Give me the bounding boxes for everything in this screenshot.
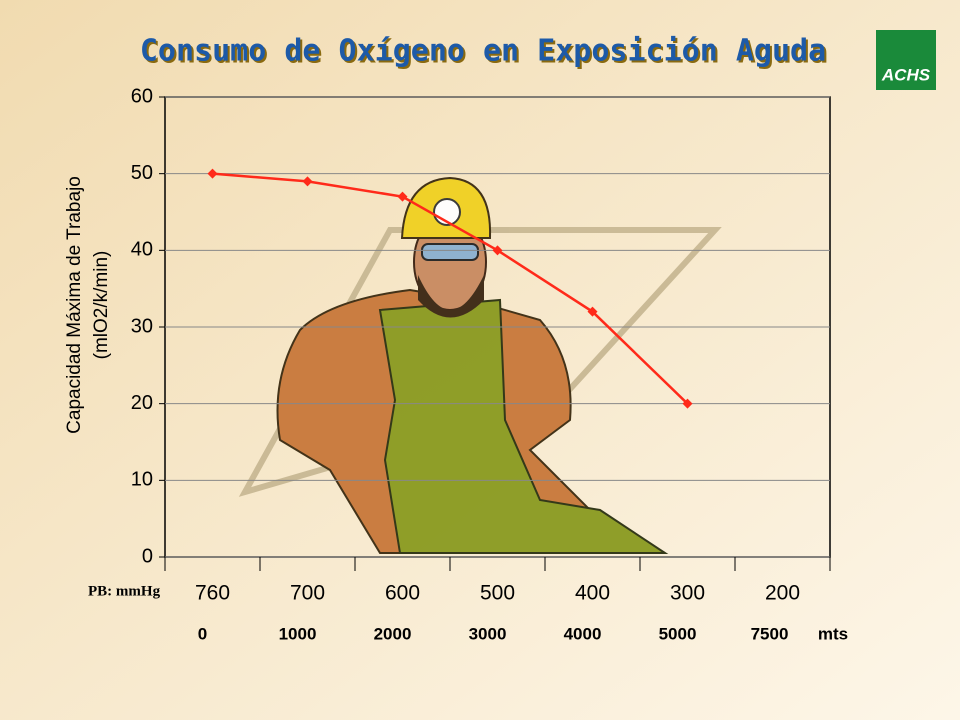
altitude-label: 4000 (564, 624, 602, 643)
logo: ACHS (876, 30, 936, 90)
x-tick-label: 300 (670, 582, 705, 605)
y-tick-label: 40 (131, 239, 153, 261)
altitude-label: 1000 (279, 624, 317, 643)
marker (492, 245, 503, 256)
title-shadow: Consumo de Oxígeno en Exposición Aguda (142, 36, 828, 71)
marker (207, 168, 218, 179)
y-tick-label: 30 (131, 315, 153, 337)
x-tick-label: 700 (290, 582, 325, 605)
altitude-unit: mts (818, 624, 848, 643)
marker (587, 306, 598, 317)
y-tick-label: 0 (142, 545, 153, 567)
x-tick-label: 600 (385, 582, 420, 605)
y-axis-label: Capacidad Máxima de Trabajo (64, 176, 85, 434)
logo-box (876, 30, 936, 90)
altitude-label: 5000 (659, 624, 697, 643)
x-row-label: PB: mmHg (88, 583, 161, 599)
marker (302, 176, 313, 187)
altitude-label: 3000 (469, 624, 507, 643)
series-line (212, 172, 689, 405)
miner-illustration (238, 176, 722, 554)
y-axis-label: (mlO2/k/min) (91, 251, 112, 360)
x-tick-label: 200 (765, 582, 800, 605)
x-tick-label: 760 (195, 582, 230, 605)
y-tick-label: 20 (131, 392, 153, 414)
chart-title: Consumo de Oxígeno en Exposición Aguda (140, 34, 826, 69)
y-tick-label: 10 (131, 469, 153, 491)
x-tick-label: 400 (575, 582, 610, 605)
altitude-label: 0 (198, 624, 207, 643)
logo-text: ACHS (881, 65, 931, 84)
x-tick-label: 500 (480, 582, 515, 605)
altitude-label: 7500 (751, 624, 789, 643)
marker (397, 191, 408, 202)
y-tick-label: 60 (131, 85, 153, 107)
marker (682, 398, 693, 409)
y-tick-label: 50 (131, 162, 153, 184)
altitude-label: 2000 (374, 624, 412, 643)
